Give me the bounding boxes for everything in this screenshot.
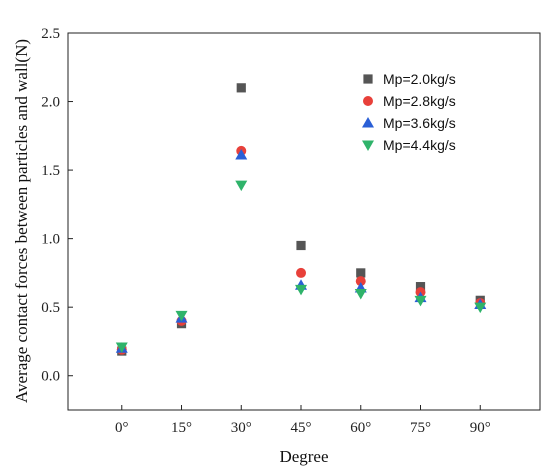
legend: Mp=2.0kg/s Mp=2.8kg/s Mp=3.6kg/s Mp=4.4kg/s (362, 71, 456, 153)
data-point-series-2 (355, 276, 366, 287)
axis-ticks (68, 32, 481, 410)
x-tick-label: 0° (115, 420, 129, 436)
data-point-series-4 (235, 180, 248, 192)
legend-marker (362, 117, 374, 128)
data-point-series-1 (356, 268, 366, 278)
data-point-series-4 (295, 284, 308, 296)
y-tick-label: 1.5 (41, 163, 60, 179)
x-tick-label: 75° (410, 420, 431, 436)
legend-label: Mp=4.4kg/s (383, 137, 456, 153)
y-tick-label: 0.5 (41, 300, 60, 316)
data-point-series-4 (474, 302, 487, 314)
legend-label: Mp=3.6kg/s (383, 115, 456, 131)
data-point-series-1 (415, 282, 426, 292)
y-tick-label: 0.0 (41, 369, 60, 385)
legend-marker (362, 140, 374, 151)
x-tick-label: 90° (470, 420, 491, 436)
x-tick-label: 15° (171, 420, 192, 436)
legend-marker (363, 96, 373, 106)
data-point-series-4 (115, 342, 128, 353)
y-tick-label: 2.5 (41, 26, 60, 42)
x-tick-label: 60° (350, 420, 371, 436)
x-axis-title: Degree (279, 447, 328, 466)
data-points (115, 83, 487, 356)
data-point-series-2 (296, 267, 307, 278)
plot-frame (67, 32, 541, 411)
y-tick-labels: 0.0 0.5 1.0 1.5 2.0 2.5 (41, 26, 60, 385)
data-point-series-4 (175, 310, 188, 322)
y-tick-label: 2.0 (41, 95, 60, 111)
data-point-series-3 (235, 149, 248, 160)
data-point-series-1 (236, 83, 246, 93)
y-tick-label: 1.0 (41, 232, 60, 248)
data-point-series-4 (414, 295, 427, 307)
x-tick-label: 30° (231, 420, 252, 436)
x-tick-labels: 0° 15° 30° 45° 60° 75° 90° (115, 420, 491, 436)
data-point-series-4 (354, 288, 367, 300)
legend-label: Mp=2.0kg/s (383, 71, 456, 87)
data-point-series-1 (296, 240, 306, 251)
y-axis-title: Average contact forces between particles… (12, 39, 31, 403)
x-tick-label: 45° (291, 420, 312, 436)
legend-marker (363, 74, 373, 84)
legend-label: Mp=2.8kg/s (383, 93, 456, 109)
